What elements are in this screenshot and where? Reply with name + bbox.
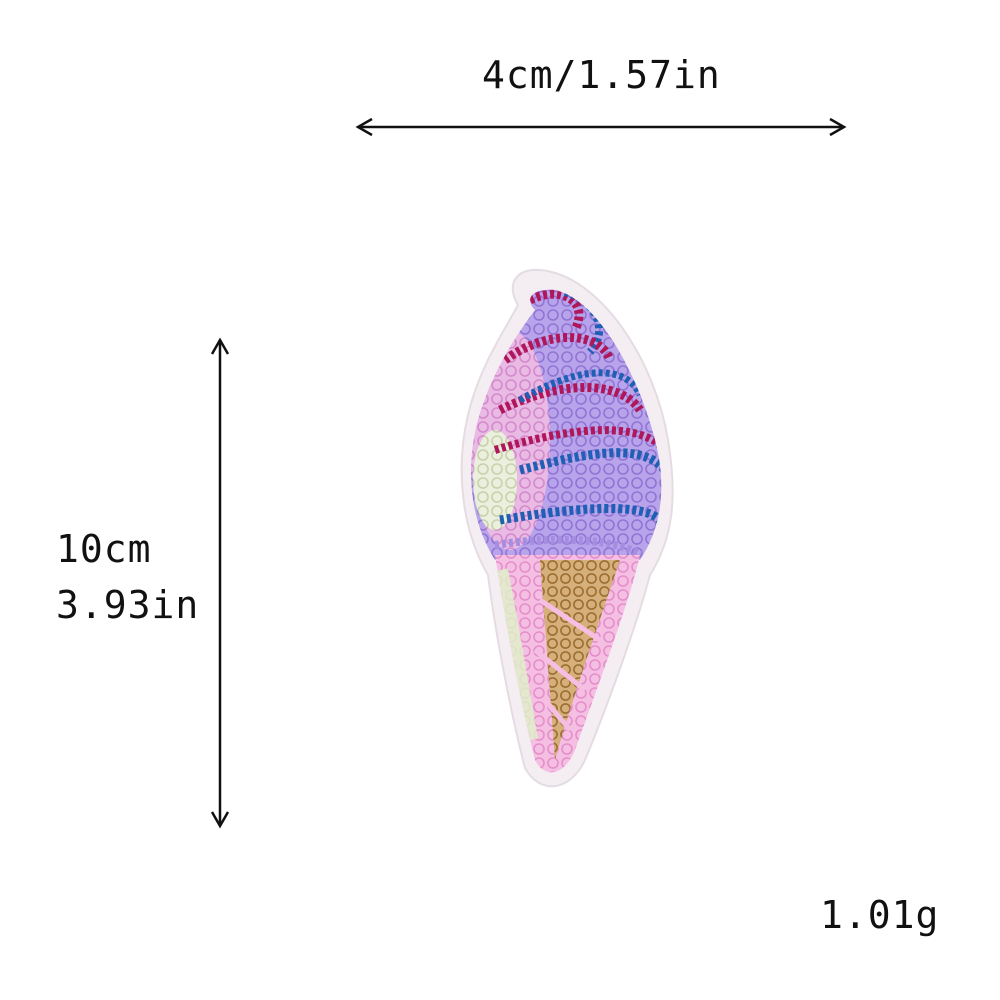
- height-cm-label: 10cm: [56, 527, 152, 571]
- height-in-label: 3.93in: [56, 583, 200, 627]
- width-dimension-label: 4cm/1.57in: [482, 53, 721, 97]
- weight-label: 1.01g: [820, 893, 940, 937]
